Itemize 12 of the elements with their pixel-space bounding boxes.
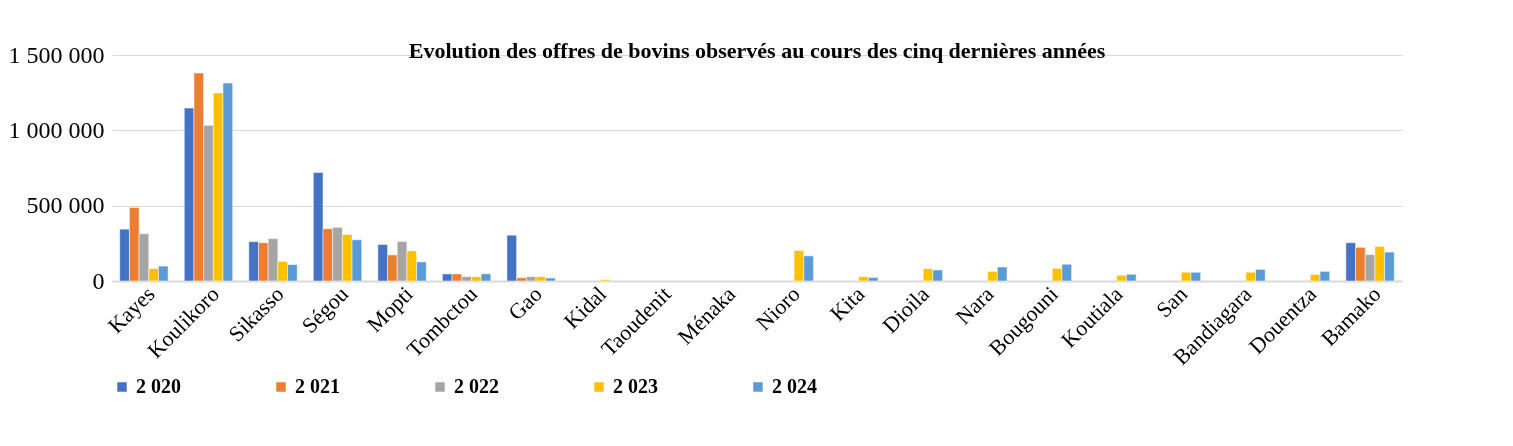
x-tick-label: Kita <box>824 281 870 326</box>
legend-label: 2 021 <box>295 375 340 397</box>
y-tick-label: 1 500 000 <box>8 41 105 68</box>
legend-label: 2 023 <box>613 375 658 397</box>
y-tick-label: 0 <box>92 267 105 294</box>
x-tick-label: Gao <box>503 281 547 325</box>
y-tick-label: 500 000 <box>26 192 105 219</box>
legend-label: 2 020 <box>136 375 181 397</box>
legend-label: 2 024 <box>772 375 817 397</box>
legend-label: 2 022 <box>454 375 499 397</box>
chart-title: Evolution des offres de bovins observés au cours des cinq dernières années <box>408 38 1106 63</box>
y-tick-label: 1 000 000 <box>8 116 105 143</box>
